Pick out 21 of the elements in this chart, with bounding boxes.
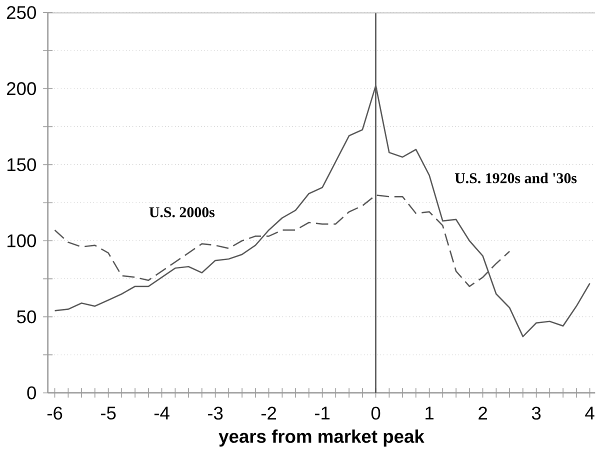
x-tick-label: -4	[154, 406, 170, 420]
series-label: U.S. 1920s and '30s	[454, 172, 577, 184]
y-tick-label: 50	[17, 310, 36, 324]
x-tick-label: -6	[47, 406, 62, 420]
x-tick-label: -2	[261, 406, 276, 420]
x-tick-label: 3	[532, 406, 541, 420]
x-tick-label: -1	[314, 406, 330, 420]
x-tick-label: 2	[478, 406, 487, 420]
x-tick-label: 0	[371, 406, 380, 420]
y-tick-label: 0	[27, 386, 36, 400]
x-tick-label: -3	[208, 406, 223, 420]
x-axis-title: years from market peak	[218, 430, 424, 447]
y-tick-label: 100	[8, 234, 36, 248]
x-tick-label: -5	[100, 406, 116, 420]
series-label: U.S. 2000s	[149, 207, 215, 218]
y-tick-label: 200	[7, 82, 36, 96]
y-tick-label: 250	[7, 6, 36, 20]
x-tick-label: 4	[585, 406, 594, 420]
line-series	[54, 85, 590, 338]
x-tick-label: 1	[426, 406, 434, 420]
y-tick-label: 150	[8, 158, 36, 172]
